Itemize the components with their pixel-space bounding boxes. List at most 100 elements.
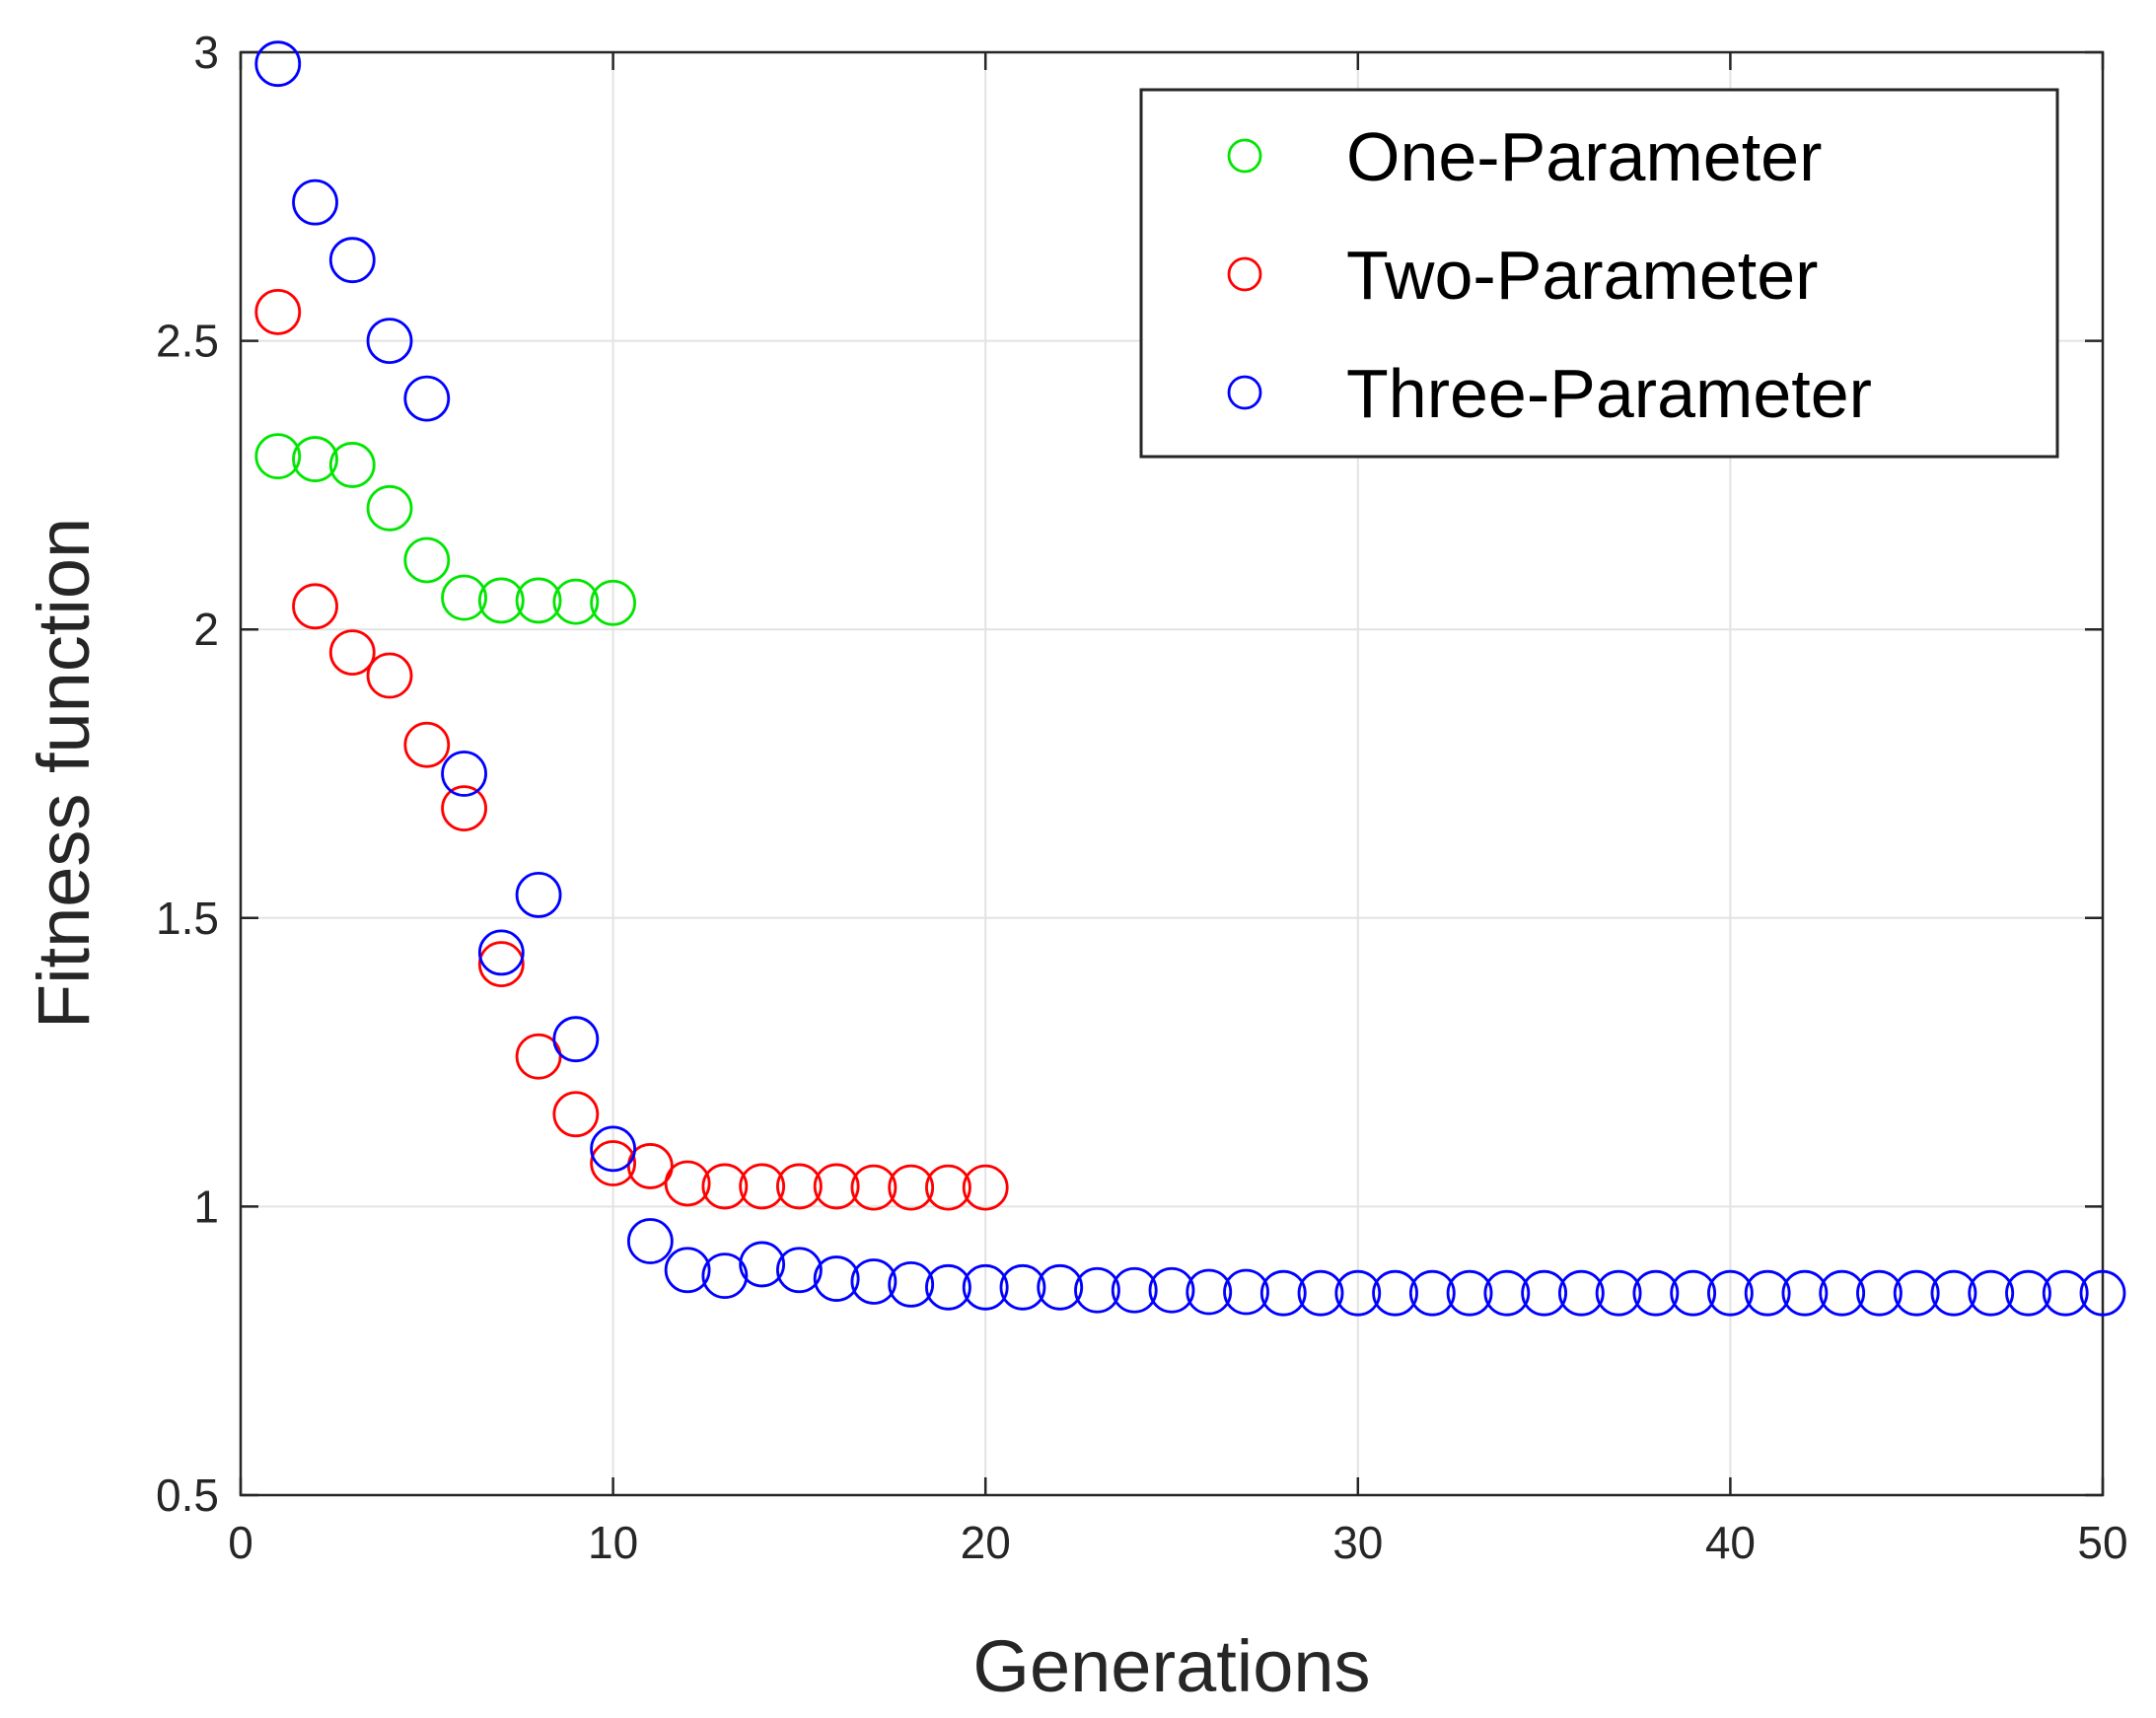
data-point-three-parameter [2005,1269,2051,1317]
data-point-two-parameter [403,721,451,768]
data-point-two-parameter [254,288,302,335]
data-point-three-parameter [1968,1269,2015,1317]
data-point-three-parameter [254,40,302,88]
data-point-two-parameter [925,1164,971,1211]
legend: One-Parameter Two-Parameter Three-Paramete… [1139,88,2059,459]
y-tick-label: 0.5 [156,1469,219,1521]
data-point-one-parameter [515,577,562,624]
data-point-two-parameter [590,1140,636,1186]
data-point-three-parameter [999,1263,1046,1311]
data-point-three-parameter [1781,1269,1829,1317]
y-tick-label: 1.5 [156,893,219,944]
data-point-one-parameter [552,578,600,625]
x-tick-label: 0 [228,1517,253,1568]
data-point-three-parameter [1074,1266,1120,1314]
data-point-three-parameter [813,1255,860,1302]
data-point-one-parameter [254,433,302,480]
data-point-two-parameter [626,1143,674,1189]
data-point-three-parameter [366,318,413,365]
data-point-three-parameter [1483,1269,1531,1317]
legend-label: Three-Parameter [1346,355,1872,432]
data-point-two-parameter [328,629,376,677]
data-point-two-parameter [477,941,525,988]
data-point-three-parameter [1557,1269,1605,1317]
data-point-three-parameter [1446,1269,1493,1317]
data-point-three-parameter [1223,1268,1269,1316]
data-point-three-parameter [1893,1269,1940,1317]
legend-items: One-Parameter Two-Parameter Three-Paramete… [1227,118,1872,432]
data-point-three-parameter [850,1258,898,1305]
data-point-three-parameter [552,1016,600,1063]
data-point-one-parameter [590,579,636,626]
data-point-three-parameter [292,179,338,226]
legend-item-one-parameter: One-Parameter [1227,118,1822,195]
data-point-two-parameter [813,1163,860,1210]
data-point-two-parameter [888,1164,935,1211]
data-point-three-parameter [1819,1269,1866,1317]
data-point-three-parameter [1334,1269,1382,1317]
series-two-parameter [254,288,1009,1211]
x-tick-label: 10 [588,1517,638,1568]
y-tick-label: 3 [193,27,219,78]
axes-frame [239,50,2105,1497]
data-point-three-parameter [739,1241,786,1288]
data-point-two-parameter [850,1164,898,1211]
legend-box [1139,88,2059,459]
data-point-three-parameter [1521,1269,1567,1317]
data-point-three-parameter [328,237,376,284]
data-point-three-parameter [1186,1268,1233,1316]
y-tick-label: 1 [193,1181,219,1232]
data-point-three-parameter [776,1247,823,1294]
legend-item-two-parameter: Two-Parameter [1227,237,1818,314]
legend-marker [1227,138,1262,174]
data-point-three-parameter [403,375,451,422]
data-point-three-parameter [1595,1269,1642,1317]
data-point-three-parameter [1111,1266,1158,1314]
data-point-three-parameter [1408,1269,1456,1317]
x-tick-label: 30 [1332,1517,1383,1568]
data-point-three-parameter [1670,1269,1717,1317]
y-axis-title: Fitness function [23,518,105,1029]
x-axis-title: Generations [972,1625,1370,1707]
data-point-three-parameter [1037,1263,1084,1311]
data-point-two-parameter [292,583,338,630]
series-one-parameter [254,433,636,626]
data-point-three-parameter [1372,1269,1418,1317]
data-point-one-parameter [477,577,525,624]
data-point-three-parameter [441,751,487,797]
x-tick-label: 20 [961,1517,1011,1568]
data-point-three-parameter [1856,1269,1903,1317]
x-tick-label: 40 [1705,1517,1756,1568]
legend-label: Two-Parameter [1346,237,1818,314]
data-point-three-parameter [925,1263,971,1311]
data-point-three-parameter [477,929,525,976]
data-point-three-parameter [701,1253,749,1300]
tick-labels: 0 10 20 30 40 50 0.5 1 1.5 2 2.5 3 [156,27,2128,1568]
data-points [254,40,2126,1317]
legend-item-three-parameter: Three-Parameter [1227,355,1872,432]
legend-marker [1227,256,1262,292]
data-point-three-parameter [962,1263,1009,1311]
data-point-one-parameter [441,574,487,621]
data-point-three-parameter [1632,1269,1680,1317]
data-point-two-parameter [552,1091,600,1138]
y-tick-label: 2 [193,604,219,655]
data-point-three-parameter [590,1125,636,1173]
data-point-three-parameter [1707,1269,1754,1317]
x-tick-label: 50 [2077,1517,2127,1568]
data-point-two-parameter [776,1163,823,1210]
data-point-three-parameter [1297,1269,1344,1317]
data-point-two-parameter [441,785,487,832]
series-three-parameter [254,40,2126,1317]
data-point-three-parameter [2079,1269,2126,1317]
data-point-three-parameter [515,871,562,918]
data-point-one-parameter [366,484,413,532]
axes [239,50,2105,1497]
data-point-three-parameter [888,1261,935,1308]
data-point-two-parameter [515,1033,562,1080]
legend-marker [1227,375,1262,410]
data-point-three-parameter [1930,1269,1977,1317]
legend-label: One-Parameter [1346,118,1822,195]
data-point-three-parameter [1259,1269,1307,1317]
